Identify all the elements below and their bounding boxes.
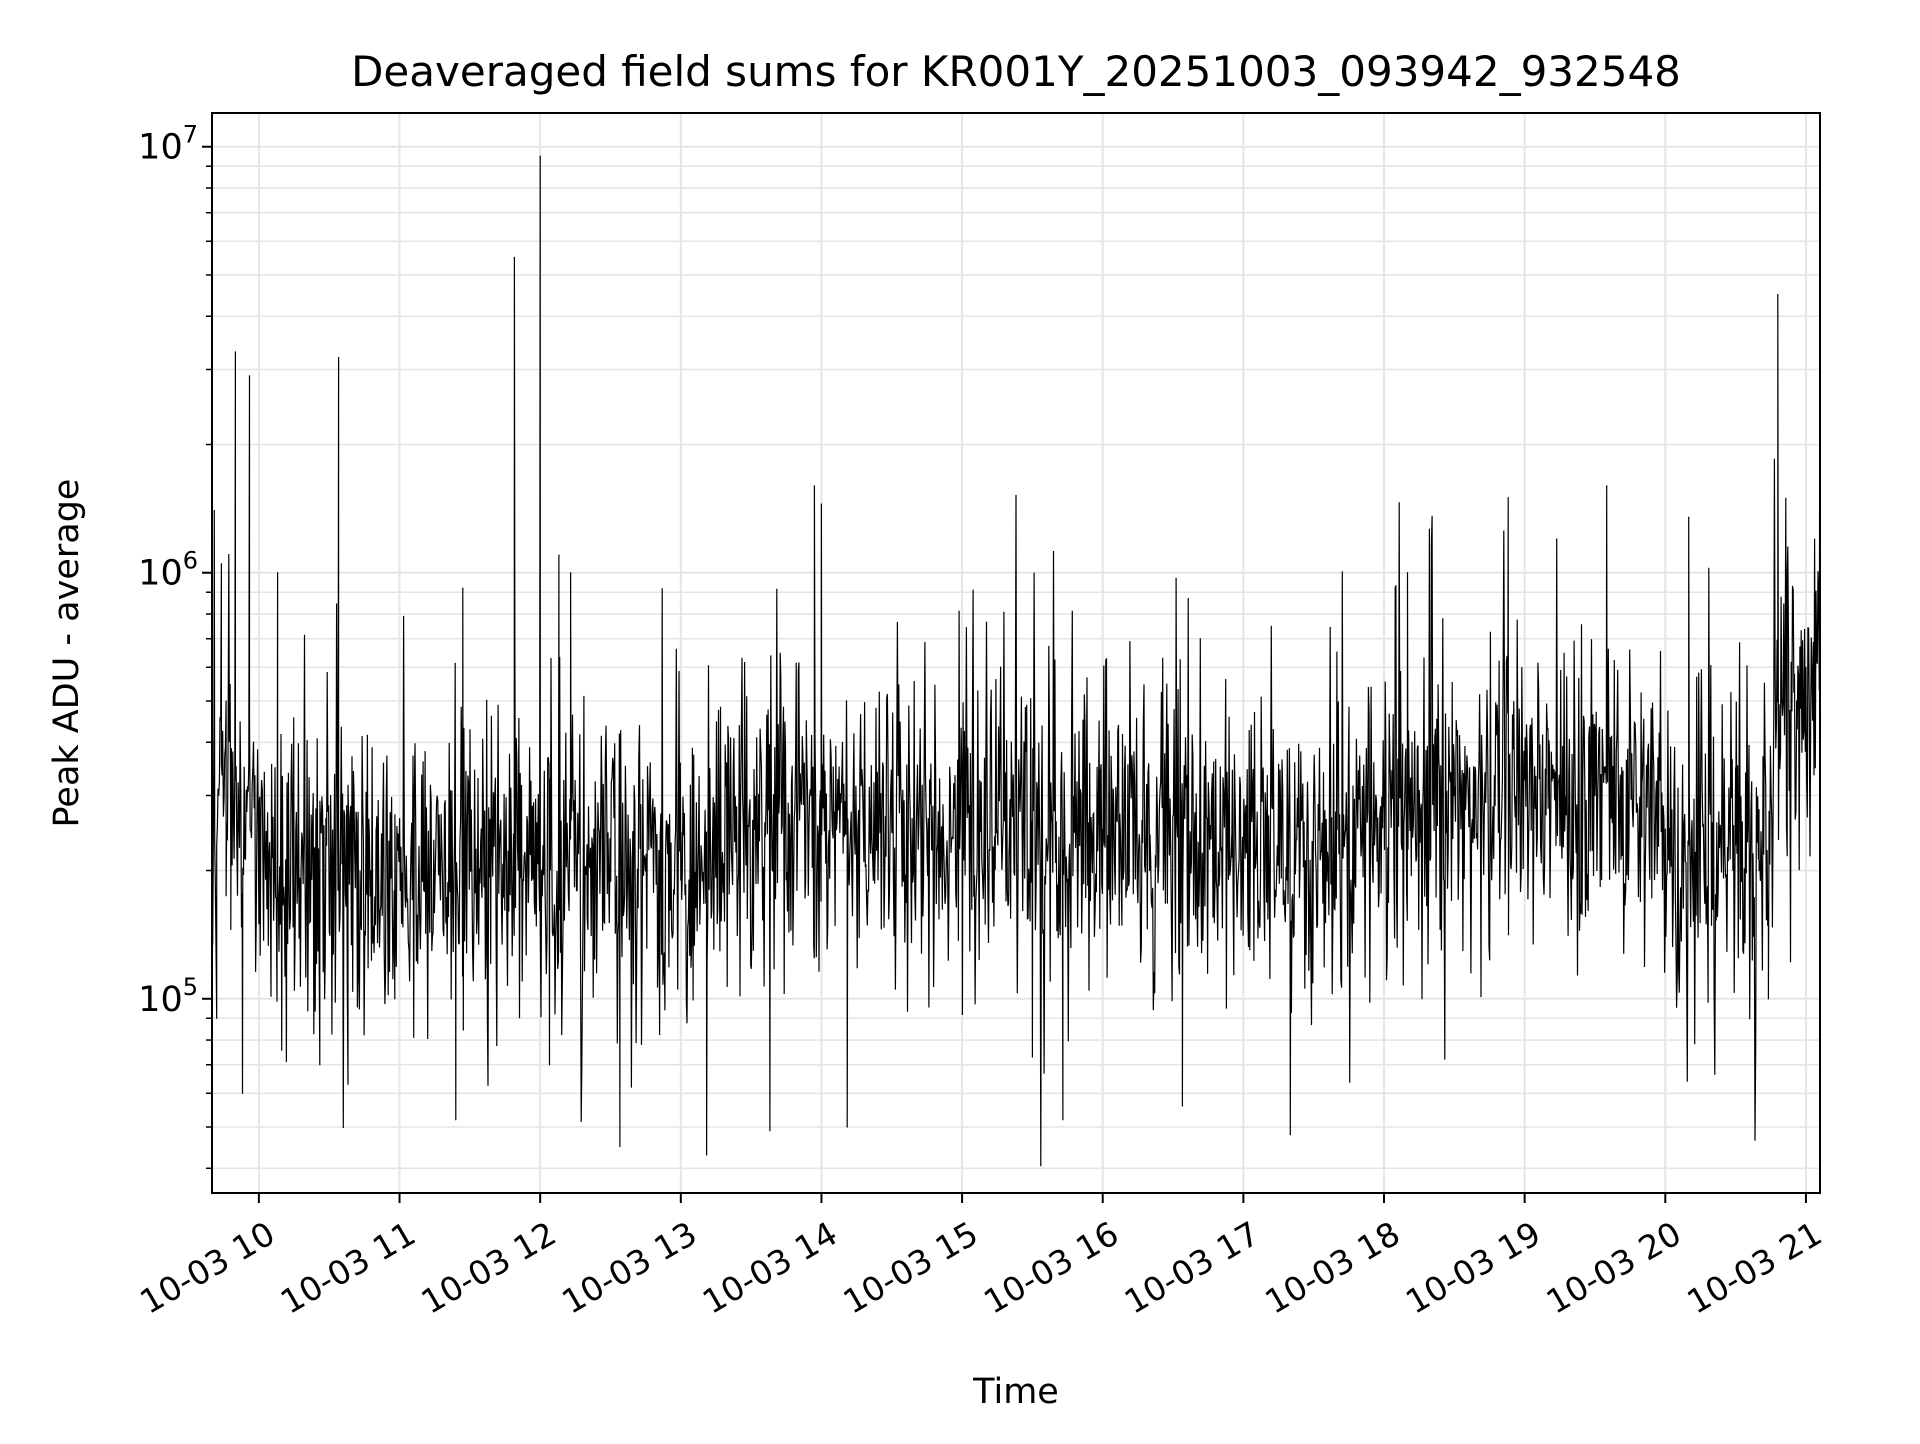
data-point [216,1017,218,1019]
data-point [813,485,816,487]
data-point [1641,783,1643,785]
data-point [338,356,340,359]
data-point [1507,497,1509,499]
y-tick-base: 10 [138,554,183,594]
data-point [1406,572,1409,574]
series-line-group [212,155,1820,1167]
data-point [797,794,799,797]
y-tick-label: 106 [138,547,198,594]
data-point [1735,844,1737,846]
x-tick-label: 10-03 11 [274,1214,422,1322]
data-point [846,1126,848,1128]
data-point [1008,852,1010,854]
data-point [926,844,928,846]
data-point [832,766,834,768]
data-point [1758,869,1760,872]
data-point [1777,293,1779,296]
y-tick-label: 107 [138,121,198,168]
data-point [481,889,483,891]
data-point [1547,807,1549,809]
y-tick-label: 105 [138,973,198,1020]
data-point [513,256,516,258]
data-point [1786,572,1788,574]
x-tick-label: 10-03 19 [1399,1214,1547,1322]
x-tick-label: 10-03 20 [1540,1214,1688,1322]
series-line [212,156,1820,1167]
data-point [241,1092,244,1094]
y-tick-exponent: 6 [183,547,198,575]
data-point [820,503,823,505]
data-point [504,860,506,863]
data-point [769,1130,771,1132]
data-point [1796,700,1798,702]
data-point [1289,1134,1291,1136]
data-point [680,879,682,881]
data-point [375,828,377,830]
data-point [1336,828,1338,830]
data-point [1594,794,1596,797]
data-point [1606,485,1608,487]
y-tick-base: 10 [138,980,183,1020]
x-tick-label: 10-03 14 [696,1214,844,1322]
data-point [1688,516,1690,518]
data-point [1149,869,1151,872]
data-point [394,998,396,1000]
data-point [462,587,464,589]
data-point [1062,1119,1064,1121]
y-tick-exponent: 7 [183,121,198,149]
plot-frame [211,112,1821,1194]
data-point [1664,828,1666,830]
data-point [961,794,963,797]
data-point [706,1154,708,1156]
data-point [891,828,893,830]
data-point [656,911,659,913]
data-point [1453,794,1455,797]
y-tick-base: 10 [138,128,183,168]
data-point [1231,836,1233,838]
data-point [258,923,260,925]
x-axis-label: Time [972,1372,1059,1412]
data-point [727,828,729,830]
x-tick-label: 10-03 10 [133,1214,281,1322]
x-tick-label: 10-03 18 [1258,1214,1406,1322]
chart-title: Deaveraged field sums for KR001Y_2025100… [351,47,1681,96]
x-tick-label: 10-03 16 [977,1214,1125,1322]
data-point [347,1083,349,1085]
x-tick-label: 10-03 21 [1680,1214,1828,1322]
x-tick-label: 10-03 13 [555,1214,703,1322]
x-tick-label: 10-03 17 [1118,1214,1266,1322]
data-point [248,375,251,377]
y-axis-label: Peak ADU - average [47,479,87,828]
data-point [1181,1105,1183,1107]
data-point [570,572,572,574]
data-point [539,155,541,157]
data-point [1383,794,1385,797]
y-tick-exponent: 5 [183,973,198,1001]
data-point [422,869,424,872]
data-point [586,844,588,846]
data-point [548,1064,551,1066]
data-point [527,900,530,902]
data-point [220,563,222,565]
data-point [293,852,295,854]
data-point [213,509,215,512]
x-tick-label: 10-03 15 [836,1214,984,1322]
data-point [558,554,560,556]
data-point [1767,998,1769,1000]
x-tick-label: 10-03 12 [415,1214,563,1322]
data-point [1102,828,1104,830]
data-point [277,572,279,574]
data-point [1805,666,1807,668]
data-point [1031,1056,1033,1058]
data-point [230,869,232,872]
data-point [234,351,236,353]
data-point [619,1145,621,1148]
data-point [455,1119,457,1121]
data-point [319,1064,321,1066]
data-point [445,923,447,925]
data-point [225,700,227,702]
